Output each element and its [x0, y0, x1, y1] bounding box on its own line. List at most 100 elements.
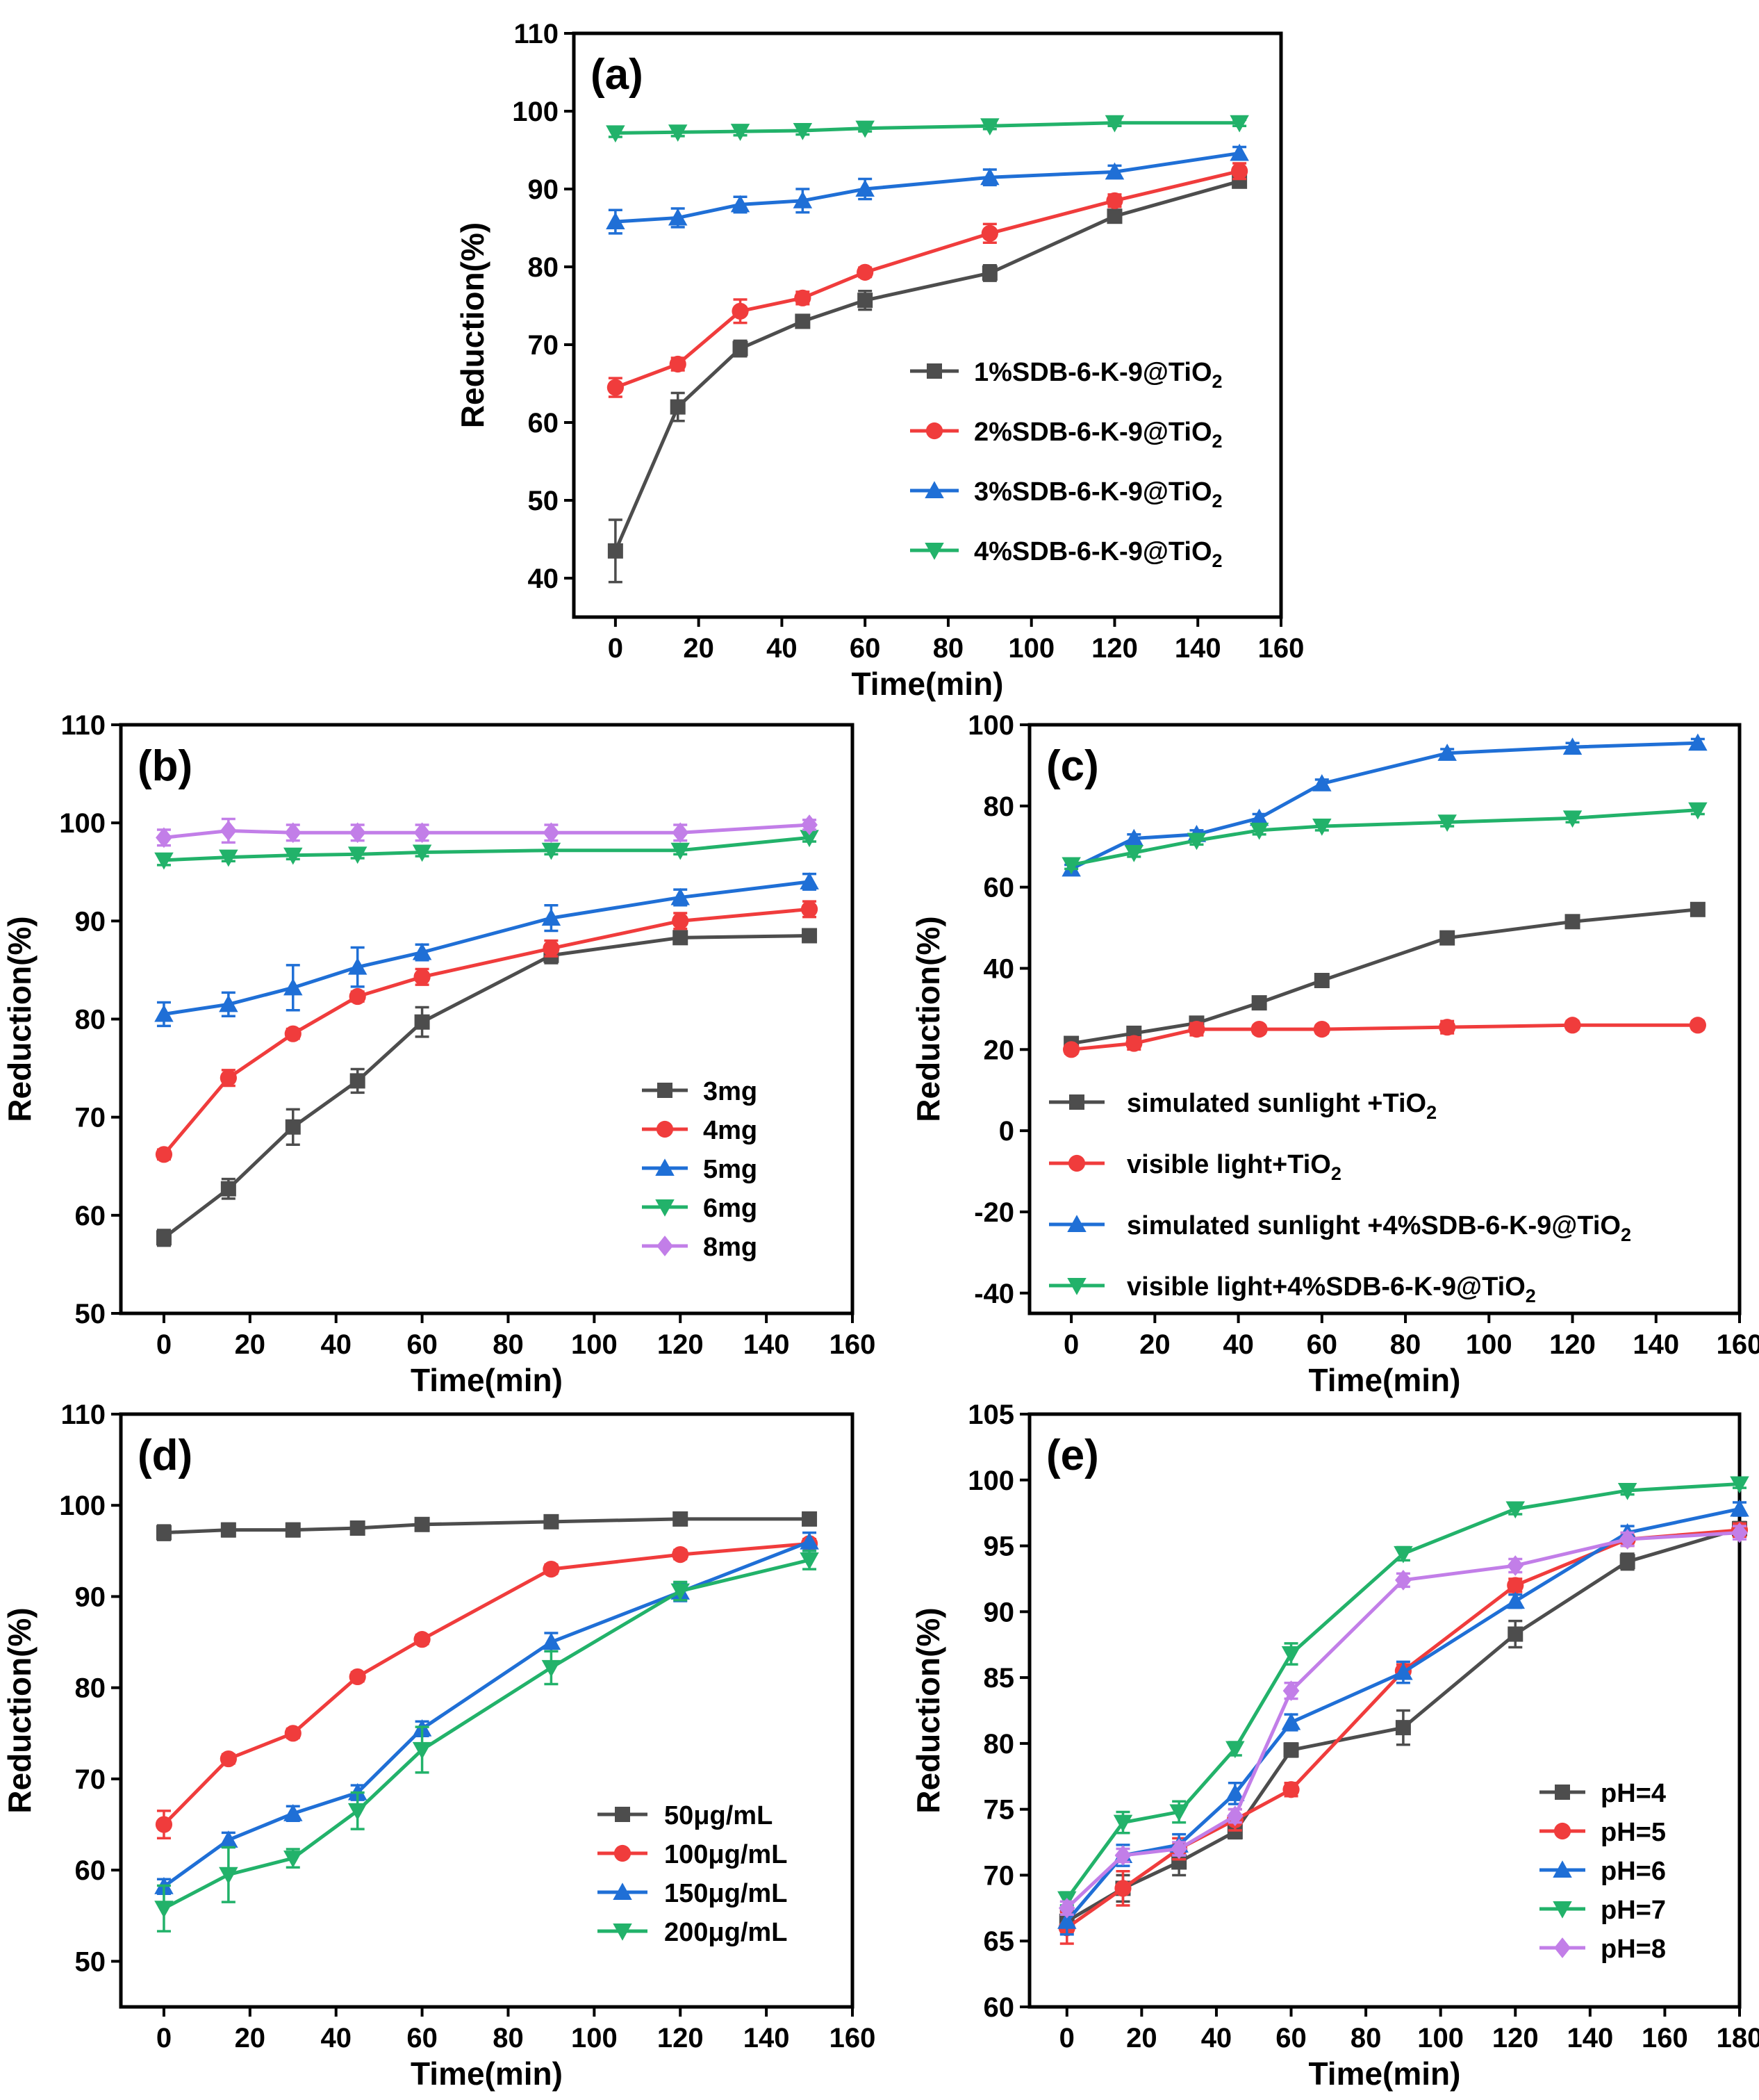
data-point — [543, 822, 560, 844]
legend-marker — [1554, 1937, 1571, 1958]
legend-label-text: 150μg/mL — [664, 1879, 787, 1908]
legend-label-subscript: 2 — [1426, 1102, 1437, 1123]
data-point — [1395, 1569, 1412, 1591]
y-tick-label: 90 — [75, 906, 106, 937]
legend-marker — [1553, 1901, 1572, 1919]
legend-label-text: 6mg — [703, 1194, 757, 1223]
y-axis-label: Reduction(%) — [1, 916, 38, 1122]
legend-marker — [656, 1236, 673, 1256]
x-tick-label: 80 — [493, 1329, 524, 1360]
legend-label: 5mg — [703, 1155, 757, 1184]
legend-entry: visible light+4%SDB-6-K-9@TiO2 — [1049, 1272, 1536, 1306]
data-point — [1730, 1499, 1749, 1517]
data-point — [606, 125, 625, 143]
data-point — [1106, 192, 1123, 209]
data-point — [1314, 973, 1330, 989]
y-tick-label: 70 — [75, 1103, 106, 1133]
data-point — [672, 930, 688, 946]
data-point — [607, 543, 623, 559]
series-4mg — [155, 900, 818, 1163]
data-point — [1437, 814, 1457, 832]
legend-label: simulated sunlight +4%SDB-6-K-9@TiO2 — [1127, 1211, 1631, 1245]
legend-marker — [613, 1923, 632, 1941]
data-point — [730, 195, 750, 213]
y-tick-label: 90 — [528, 174, 559, 205]
series-line — [615, 169, 1240, 389]
series-100ug-ml — [155, 1535, 818, 1839]
data-point — [857, 263, 874, 281]
legend-label-text: 100μg/mL — [664, 1840, 787, 1869]
x-tick-label: 140 — [1175, 633, 1221, 664]
data-point — [800, 872, 819, 889]
data-point — [730, 124, 750, 141]
data-point — [980, 118, 1000, 136]
data-point — [1225, 1741, 1245, 1759]
data-point — [1227, 1823, 1243, 1839]
y-tick-label: 65 — [984, 1926, 1015, 1957]
x-tick-label: 80 — [1351, 2023, 1382, 2053]
x-tick-label: 20 — [1126, 2023, 1157, 2053]
data-point — [347, 846, 368, 864]
y-tick-label: 50 — [528, 486, 559, 516]
panel-d: 0 20 40 60 80 100 120 140 160 50 60 70 80 90 100 110 Tim… — [1, 1400, 875, 2092]
data-point — [220, 1522, 236, 1538]
data-point — [1282, 1680, 1300, 1701]
legend-marker — [1553, 1860, 1572, 1878]
legend-marker — [657, 1083, 672, 1098]
data-point — [349, 1668, 366, 1686]
series-8mg — [156, 814, 818, 848]
x-tick-label: 100 — [1466, 1329, 1512, 1360]
x-tick-label: 0 — [156, 2023, 172, 2053]
y-tick-label: 95 — [984, 1532, 1015, 1562]
legend-label-subscript: 2 — [1526, 1286, 1536, 1306]
series-line — [163, 1558, 810, 1910]
x-tick-label: 120 — [1492, 2023, 1539, 2053]
data-point — [1107, 208, 1123, 224]
y-tick-label: 90 — [984, 1597, 1015, 1627]
x-tick-label: 140 — [743, 1329, 790, 1360]
data-point — [1730, 1476, 1749, 1494]
data-point — [1731, 1522, 1748, 1543]
data-point — [1250, 1021, 1268, 1038]
data-point — [1171, 1838, 1188, 1860]
data-point — [413, 968, 431, 985]
series-line — [613, 179, 1240, 552]
data-point — [1312, 819, 1332, 836]
data-point — [1114, 1845, 1132, 1866]
y-tick-label: 60 — [75, 1855, 106, 1886]
data-point — [543, 1560, 560, 1578]
legend-label: 6mg — [703, 1194, 757, 1223]
data-point — [1058, 1897, 1075, 1919]
legend-entry: simulated sunlight +4%SDB-6-K-9@TiO2 — [1049, 1211, 1631, 1245]
legend-label-text: 4mg — [703, 1116, 757, 1145]
series-line — [163, 823, 810, 839]
x-tick-label: 100 — [1417, 2023, 1464, 2053]
x-tick-label: 0 — [156, 1329, 172, 1360]
data-point — [794, 289, 811, 306]
legend-label: 8mg — [703, 1233, 757, 1262]
panel-label: (e) — [1046, 1432, 1099, 1479]
y-axis-label: Reduction(%) — [1, 1607, 38, 1813]
data-point — [412, 942, 432, 960]
legend-label-text: simulated sunlight +4%SDB-6-K-9@TiO — [1127, 1211, 1621, 1240]
data-point — [1690, 901, 1706, 917]
series-line — [615, 151, 1240, 224]
x-tick-label: 40 — [1223, 1329, 1254, 1360]
data-point — [1225, 1784, 1245, 1801]
data-point — [1505, 1501, 1526, 1519]
x-tick-label: 20 — [1139, 1329, 1171, 1360]
panel-c: 0 20 40 60 80 100 120 140 160-40-20020406080100T… — [910, 710, 1759, 1398]
data-point — [220, 820, 237, 842]
legend-marker — [1553, 1822, 1571, 1840]
data-point — [1688, 733, 1708, 751]
y-tick-label: 80 — [984, 1729, 1015, 1759]
data-point — [347, 1803, 368, 1821]
data-point — [1439, 1019, 1456, 1036]
series-line — [615, 121, 1240, 135]
x-tick-label: 80 — [493, 2023, 524, 2053]
data-point — [1249, 822, 1269, 840]
legend-label-text: visible light+TiO — [1127, 1150, 1331, 1179]
legend-label: 3%SDB-6-K-9@TiO2 — [974, 477, 1223, 511]
legend-entry: 150μg/mL — [597, 1879, 787, 1908]
y-tick-label: 70 — [984, 1860, 1015, 1891]
